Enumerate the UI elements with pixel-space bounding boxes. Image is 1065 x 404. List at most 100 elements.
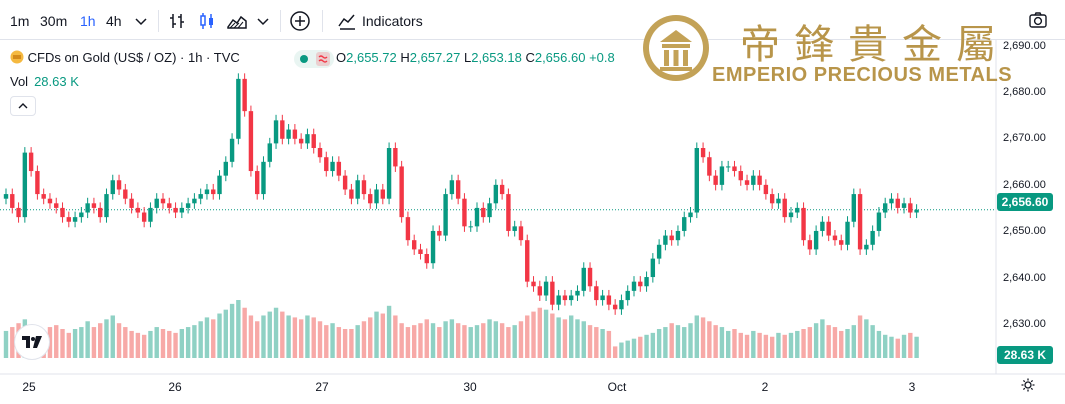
indicators-icon[interactable] (336, 10, 358, 32)
candle-body (732, 166, 737, 172)
volume-value: 28.63 K (34, 74, 79, 89)
camera-icon[interactable] (1028, 10, 1048, 30)
volume-bar (217, 313, 222, 358)
candle-body (393, 148, 398, 167)
volume-bar (242, 307, 247, 358)
candle-body (305, 134, 310, 144)
volume-bar (638, 336, 643, 358)
candle-body (135, 207, 141, 213)
low-value: 2,653.18 (471, 50, 522, 65)
volume-bar (223, 309, 228, 358)
volume-bar (820, 319, 825, 358)
interval-30m[interactable]: 30m (40, 13, 68, 29)
volume-bar (236, 300, 241, 358)
bars-chart-icon[interactable] (166, 10, 188, 32)
volume-bar (719, 327, 725, 358)
volume-bar (738, 332, 743, 358)
chevron-down-icon[interactable] (130, 10, 152, 32)
candle-body (336, 161, 342, 176)
volume-bar (550, 313, 555, 358)
volume-bar (769, 336, 775, 358)
price-tick: 2,650.00 (1003, 225, 1046, 237)
volume-bar (663, 327, 668, 358)
candle-body (883, 203, 888, 213)
volume-bar (625, 340, 630, 358)
candle-body (656, 244, 662, 259)
price-tick: 2,690.00 (1003, 40, 1046, 52)
volume-bar (160, 329, 166, 358)
volume-bar (280, 311, 285, 358)
symbol-name[interactable]: CFDs on Gold (US$ / OZ) · 1h · TVC (27, 50, 240, 65)
volume-bar (60, 329, 65, 358)
volume-bar (79, 327, 84, 358)
volume-bar (129, 330, 134, 358)
volume-bar (349, 329, 354, 358)
interval-1h[interactable]: 1h (80, 13, 96, 29)
candle-body (675, 230, 681, 241)
candle-body (405, 217, 411, 241)
candle-body (845, 221, 850, 245)
candle-body (556, 295, 561, 305)
candle-body (537, 286, 542, 296)
price-chart[interactable] (0, 40, 1065, 404)
candle-body (160, 198, 166, 204)
candle-body (713, 175, 718, 185)
volume-bar (305, 315, 310, 358)
volume-bar (211, 319, 216, 358)
candle-body (223, 161, 228, 176)
toolbar-divider (158, 10, 159, 32)
volume-bar (324, 325, 329, 358)
interval-4h[interactable]: 4h (106, 13, 122, 29)
candle-body (217, 175, 222, 195)
volume-bar (857, 315, 863, 358)
chevron-up-icon (18, 103, 28, 109)
volume-bar (474, 325, 480, 358)
volume-bar (368, 317, 373, 358)
candle-body (116, 180, 122, 190)
tradingview-logo[interactable] (14, 324, 50, 360)
candle-body (361, 180, 367, 195)
volume-bar (650, 332, 656, 358)
candle-body (311, 134, 316, 148)
candle-body (248, 111, 254, 172)
volume-bar (204, 317, 210, 358)
candle-body (317, 148, 323, 158)
volume-bar (179, 329, 185, 358)
price-tick: 2,640.00 (1003, 272, 1046, 284)
candles-chart-icon[interactable] (196, 10, 218, 32)
candle-body (908, 203, 913, 213)
candle-body (236, 78, 241, 139)
collapse-legend-button[interactable] (10, 96, 36, 116)
volume-bar (713, 325, 718, 358)
candle-body (782, 198, 787, 218)
candle-body (813, 230, 819, 250)
candle-body (625, 290, 630, 301)
market-status-badge[interactable] (294, 50, 334, 68)
indicators-button[interactable]: Indicators (362, 13, 423, 29)
candle-body (324, 157, 329, 172)
settings-gear-icon[interactable] (1020, 377, 1036, 393)
volume-bar (10, 327, 15, 358)
last-volume-label: 28.63 K (997, 346, 1053, 364)
interval-1m[interactable]: 1m (10, 13, 30, 29)
volume-bar (694, 315, 699, 358)
candle-body (66, 217, 71, 222)
open-value: 2,655.72 (346, 50, 397, 65)
volume-bar (374, 311, 379, 358)
candle-body (242, 78, 247, 112)
chevron-down-icon[interactable] (252, 10, 274, 32)
volume-bar (832, 327, 838, 358)
candle-body (726, 166, 731, 168)
area-chart-icon[interactable] (226, 10, 248, 32)
volume-bar (826, 325, 831, 358)
candle-body (430, 230, 436, 264)
candle-body (374, 189, 379, 204)
volume-bar (185, 327, 191, 358)
add-symbol-icon[interactable] (289, 10, 311, 32)
candle-body (129, 198, 134, 208)
candle-body (612, 304, 618, 310)
volume-bar (273, 307, 279, 358)
volume-bar (518, 321, 524, 358)
volume-bar (462, 325, 467, 358)
candle-body (870, 230, 875, 245)
